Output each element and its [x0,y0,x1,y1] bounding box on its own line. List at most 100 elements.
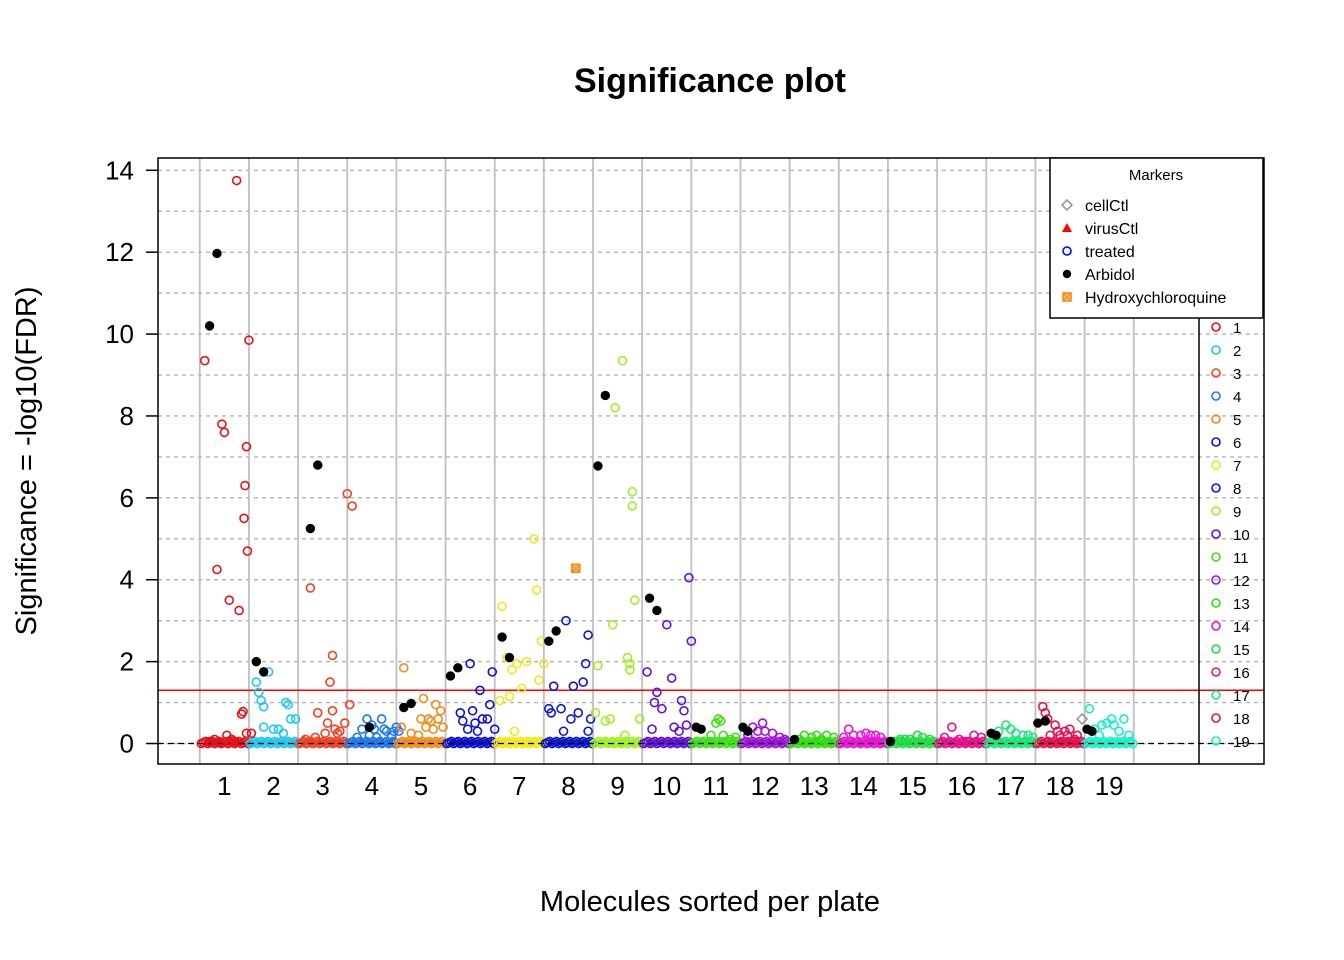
arbidol-point [399,702,409,713]
treated-point [217,419,227,429]
plate-legend-label: 17 [1233,688,1250,705]
plate-legend-marker [1211,437,1221,447]
treated-point [838,732,849,743]
treated-point [806,732,817,743]
baseline-point [515,736,526,747]
treated-point [1094,730,1105,741]
baseline-point [754,736,765,747]
baseline-point [620,736,631,747]
arbidol-point [652,605,662,616]
baseline-point [256,736,267,747]
x-tick-label: 8 [561,771,575,801]
treated-point [713,714,724,724]
baseline-point [453,736,463,747]
treated-point [379,724,389,734]
baseline-point [712,736,723,747]
x-tick-label: 18 [1046,771,1075,801]
baseline-point [535,736,546,747]
treated-point [706,730,716,741]
treated-point [396,722,407,732]
cellctl-legend-marker [1060,198,1074,212]
baseline-point [551,736,562,747]
treated-point [767,728,778,739]
baseline-point [460,736,470,747]
baseline-point [495,736,506,747]
baseline-point [1125,736,1136,747]
treated-point [300,734,311,745]
treated-point [652,687,662,698]
treated-point [600,716,611,726]
treated-point [212,564,222,575]
treated-point [676,695,687,706]
plot-frame [157,157,1265,765]
treated-point [242,546,253,556]
treated-point [376,714,387,724]
treated-point [1065,724,1075,734]
treated-point [1124,730,1134,741]
treated-point [775,732,785,743]
baseline-point [649,736,660,747]
treated-point [657,703,667,714]
y-axis-label: Significance = -log10(FDR) [11,287,43,636]
treated-point [561,615,571,626]
treated-point [583,726,593,737]
baseline-point [846,736,857,747]
plate-legend-label: 14 [1233,619,1250,636]
treated-point [556,703,566,714]
treated-point [674,726,684,737]
baseline-point [397,736,408,747]
markers-legend-label: Arbidol [1085,267,1135,284]
treated-point [829,732,839,743]
treated-point [593,660,603,671]
treated-point [241,728,252,739]
treated-point [342,488,353,499]
treated-point [305,583,316,593]
baseline-point [634,736,644,747]
treated-point [875,732,886,743]
arbidol-point [544,636,554,646]
treated-point [219,427,230,438]
treated-point [1109,720,1119,730]
treated-point [1114,726,1124,737]
treated-legend-marker [1062,246,1072,256]
plate-legend-marker [1211,506,1221,516]
treated-point [617,355,628,366]
x-tick-label: 10 [652,771,681,801]
treated-point [661,619,672,630]
chart-title: Significance plot [574,62,846,100]
baseline-point [663,736,673,747]
arbidol-point [593,461,603,471]
arbidol-point [644,593,655,603]
treated-point [566,714,576,724]
plate-legend-marker [1211,598,1221,608]
treated-point [244,335,254,346]
baseline-point [1043,736,1053,747]
arbidol-point [885,736,896,747]
treated-point [423,714,434,724]
markers-legend-label: cellCtl [1085,198,1129,215]
treated-point [895,734,906,745]
plate-legend-label: 6 [1233,435,1241,452]
arbidol-point [313,460,323,470]
treated-point [240,480,250,491]
treated-point [494,695,505,706]
treated-point [1038,701,1048,712]
baseline-point [741,736,752,747]
cellctl-point [1075,712,1089,726]
treated-point [239,513,249,524]
baseline-point [774,736,785,747]
markers-legend-box [1049,157,1264,319]
treated-point [730,732,741,743]
plate-legend-marker [1211,667,1221,677]
x-tick-label: 7 [512,771,526,801]
plate-legend-marker [1211,690,1221,700]
treated-point [398,662,409,673]
hcq-legend-marker-mark [1062,292,1072,302]
baseline-point [446,736,457,747]
treated-point [679,705,689,716]
arbidol-point [504,652,515,663]
treated-point [347,501,357,511]
treated-point [718,730,729,741]
treated-point [1084,703,1095,714]
